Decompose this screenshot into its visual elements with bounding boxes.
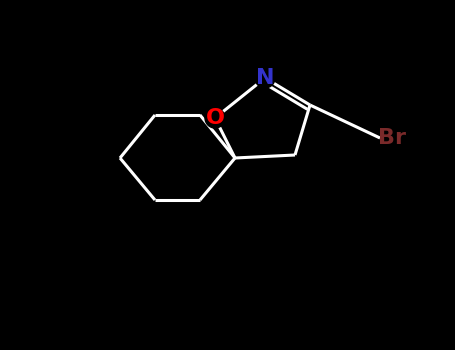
Circle shape [382,128,402,148]
Circle shape [255,68,275,88]
Text: N: N [256,68,274,88]
Circle shape [205,108,225,128]
Text: O: O [206,108,224,128]
Text: Br: Br [378,128,406,148]
